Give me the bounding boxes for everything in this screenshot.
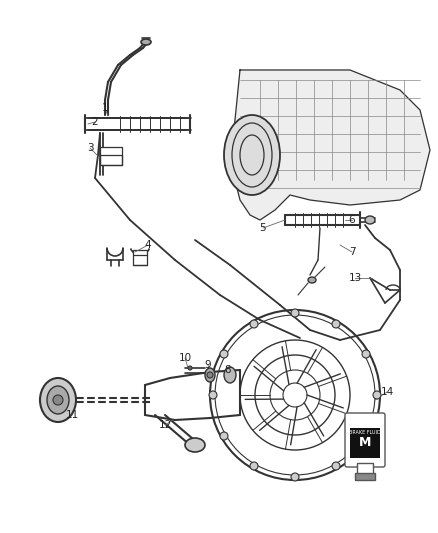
Ellipse shape [47, 386, 69, 414]
Text: 4: 4 [145, 240, 151, 250]
Text: 3: 3 [87, 143, 93, 153]
Text: 1: 1 [102, 103, 108, 113]
Circle shape [373, 391, 381, 399]
Circle shape [362, 350, 370, 358]
Circle shape [291, 309, 299, 317]
Ellipse shape [40, 378, 76, 422]
Ellipse shape [224, 115, 280, 195]
Text: 12: 12 [159, 420, 172, 430]
FancyBboxPatch shape [133, 250, 147, 265]
Text: BRAKE FLUID: BRAKE FLUID [349, 430, 381, 434]
Circle shape [209, 391, 217, 399]
Text: 5: 5 [260, 223, 266, 233]
Text: 8: 8 [225, 365, 231, 375]
Circle shape [188, 366, 192, 370]
Text: 7: 7 [349, 247, 355, 257]
FancyBboxPatch shape [350, 428, 380, 458]
Circle shape [332, 462, 340, 470]
Text: 14: 14 [380, 387, 394, 397]
FancyBboxPatch shape [355, 473, 375, 480]
FancyBboxPatch shape [357, 463, 373, 475]
Ellipse shape [205, 368, 215, 382]
Ellipse shape [185, 438, 205, 452]
Circle shape [220, 350, 228, 358]
Circle shape [362, 432, 370, 440]
Circle shape [53, 395, 63, 405]
Circle shape [250, 462, 258, 470]
Text: 11: 11 [65, 410, 79, 420]
Text: 2: 2 [92, 117, 98, 127]
Ellipse shape [141, 39, 151, 45]
Circle shape [250, 320, 258, 328]
Ellipse shape [308, 277, 316, 283]
Text: 6: 6 [349, 215, 355, 225]
FancyBboxPatch shape [100, 147, 122, 165]
Text: 9: 9 [205, 360, 211, 370]
Ellipse shape [365, 216, 375, 224]
Text: 13: 13 [348, 273, 362, 283]
Text: M: M [359, 435, 371, 448]
Polygon shape [230, 70, 430, 220]
FancyBboxPatch shape [345, 413, 385, 467]
Circle shape [207, 372, 213, 378]
Circle shape [291, 473, 299, 481]
Ellipse shape [224, 367, 236, 383]
Circle shape [220, 432, 228, 440]
Text: 10: 10 [178, 353, 191, 363]
Circle shape [332, 320, 340, 328]
